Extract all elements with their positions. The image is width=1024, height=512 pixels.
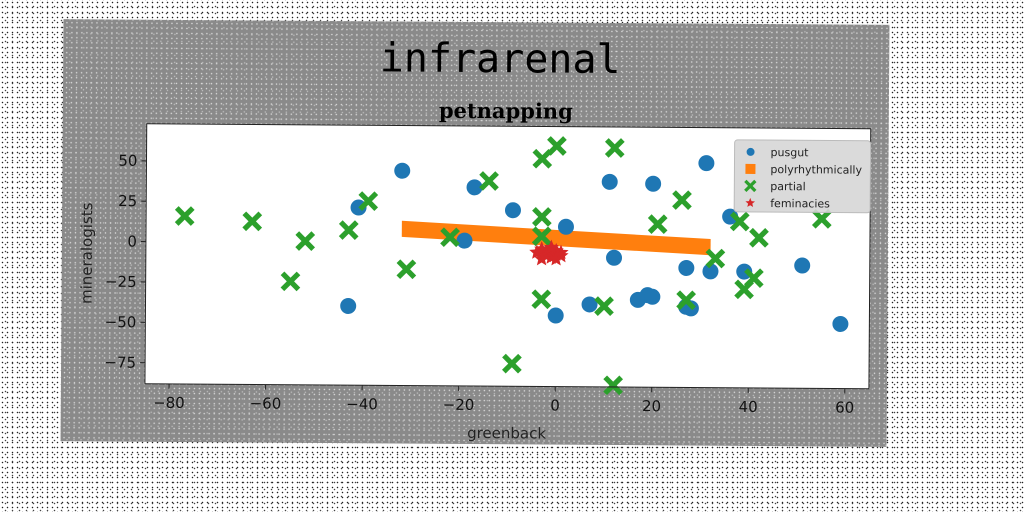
- x-tick-label: 0: [550, 397, 560, 415]
- point-pusgut: [832, 316, 848, 332]
- point-pusgut: [606, 250, 622, 266]
- point-pusgut: [645, 176, 661, 192]
- x-tick-label: 60: [835, 399, 854, 417]
- legend-marker-pusgut: [747, 148, 755, 156]
- legend-label: polyrhythmically: [770, 163, 862, 177]
- point-pusgut: [602, 174, 618, 190]
- chart-canvas: infrarenal petnapping −80 −60 −40 −20 0 20 40 6…: [61, 19, 890, 447]
- point-pusgut: [698, 155, 714, 171]
- legend-marker-polyrhythmically: [745, 164, 755, 174]
- point-pusgut: [794, 257, 810, 273]
- y-axis-label: mineralogists: [77, 202, 96, 304]
- legend-label: pusgut: [771, 146, 810, 159]
- y-tick-label: 0: [127, 232, 137, 250]
- y-tick-label: −75: [104, 353, 136, 371]
- point-pusgut: [548, 307, 564, 323]
- point-pusgut: [678, 260, 694, 276]
- chart-figure: infrarenal petnapping −80 −60 −40 −20 0 20 40 6…: [61, 19, 890, 447]
- chart-suptitle: infrarenal: [380, 35, 621, 83]
- legend-label: feminacies: [770, 197, 830, 210]
- x-tick-label: −40: [346, 395, 378, 413]
- y-tick-label: 50: [118, 152, 137, 170]
- point-pusgut: [394, 163, 410, 179]
- point-pusgut: [558, 219, 574, 235]
- point-pusgut: [505, 202, 521, 218]
- y-tick-label: −50: [105, 313, 137, 331]
- x-axis-label: greenback: [467, 424, 546, 443]
- point-pusgut: [340, 298, 356, 314]
- point-pusgut: [582, 296, 598, 312]
- y-tick-label: 25: [118, 192, 137, 210]
- y-tick-label: −25: [105, 273, 137, 291]
- legend-label: partial: [770, 180, 806, 193]
- x-tick-label: 40: [739, 398, 758, 416]
- chart-title: petnapping: [439, 98, 573, 124]
- x-tick-label: 20: [642, 397, 661, 415]
- point-pusgut: [644, 289, 660, 305]
- point-pusgut: [456, 233, 472, 249]
- x-tick-label: −60: [250, 394, 282, 412]
- x-tick-label: −80: [153, 394, 185, 412]
- x-tick-label: −20: [443, 396, 475, 414]
